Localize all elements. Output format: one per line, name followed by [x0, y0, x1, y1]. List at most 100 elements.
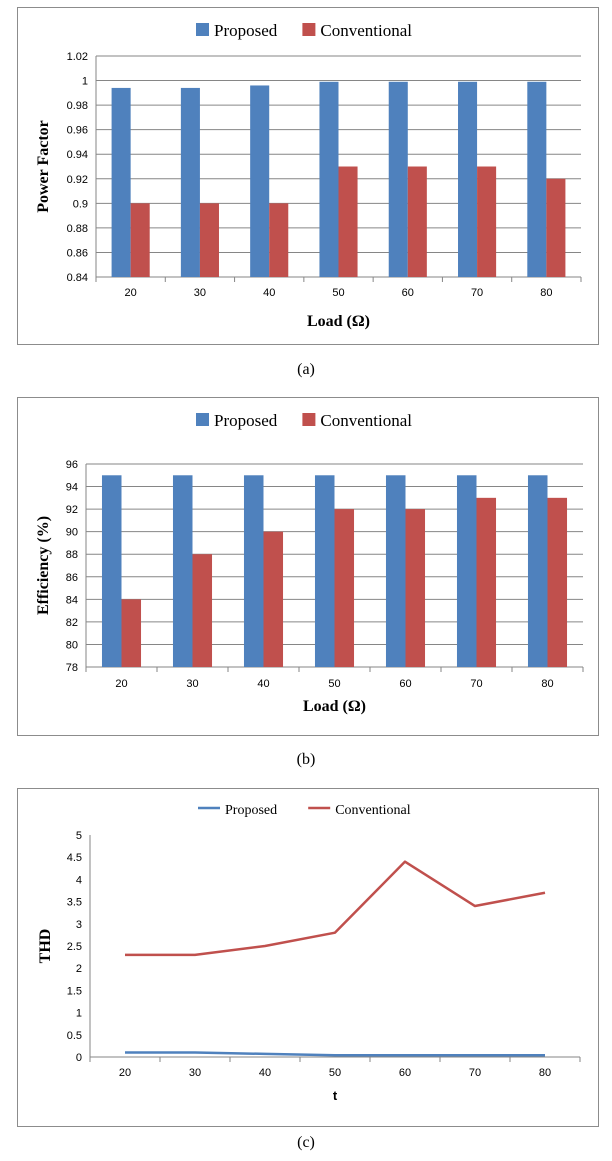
- y-tick-label: 0.5: [67, 1030, 82, 1042]
- bar-proposed: [319, 81, 339, 278]
- y-tick-label: 1: [76, 1008, 82, 1020]
- x-tick-label: 30: [194, 287, 206, 299]
- legend-swatch-proposed: [196, 23, 209, 36]
- y-tick-label: 86: [66, 572, 78, 584]
- y-tick-label: 3.5: [67, 897, 82, 909]
- x-tick-label: 20: [115, 678, 127, 690]
- y-axis-title: Efficiency (%): [35, 516, 52, 615]
- x-tick-label: 40: [259, 1067, 271, 1079]
- bar-proposed: [250, 85, 270, 277]
- x-tick-label: 50: [329, 1067, 341, 1079]
- caption-a: (a): [297, 361, 315, 378]
- y-tick-label: 0: [76, 1052, 82, 1064]
- y-tick-label: 2: [76, 963, 82, 975]
- y-tick-label: 80: [66, 639, 78, 651]
- y-tick-label: 1.02: [67, 51, 88, 63]
- legend-label-conventional: Conventional: [335, 803, 411, 818]
- y-tick-label: 88: [66, 549, 78, 561]
- bar-conventional: [547, 497, 568, 667]
- bar-conventional: [130, 203, 150, 277]
- y-tick-label: 0.88: [67, 223, 88, 235]
- y-tick-label: 0.98: [67, 100, 88, 112]
- x-tick-label: 60: [399, 678, 411, 690]
- legend-label-proposed: Proposed: [225, 803, 277, 818]
- legend-swatch-proposed: [196, 413, 209, 426]
- line-proposed: [125, 1051, 545, 1057]
- x-tick-label: 70: [469, 1067, 481, 1079]
- x-tick-label: 70: [470, 678, 482, 690]
- x-tick-label: 30: [186, 678, 198, 690]
- bar-conventional: [476, 497, 497, 667]
- bar-conventional: [477, 166, 497, 277]
- y-tick-label: 4.5: [67, 852, 82, 864]
- y-tick-label: 1.5: [67, 985, 82, 997]
- y-tick-label: 84: [66, 594, 78, 606]
- bar-conventional: [546, 178, 566, 277]
- bar-proposed: [527, 81, 547, 278]
- y-tick-label: 0.86: [67, 247, 88, 259]
- x-tick-label: 60: [399, 1067, 411, 1079]
- line-conventional: [125, 860, 546, 957]
- caption-b: (b): [296, 751, 316, 768]
- x-tick-label: 20: [119, 1067, 131, 1079]
- bar-proposed: [388, 81, 408, 278]
- y-tick-label: 94: [66, 482, 78, 494]
- bar-conventional: [121, 599, 142, 667]
- efficiency-chart: 78 80 82 84 86 88 90 92 94 96 20 30 40 50 60 70 80 Load (…: [17, 397, 599, 736]
- y-tick-label: 1: [82, 76, 88, 88]
- y-tick-label: 0.92: [67, 174, 88, 186]
- y-tick-label: 0.9: [73, 198, 88, 210]
- x-tick-label: 40: [257, 678, 269, 690]
- y-tick-label: 96: [66, 459, 78, 471]
- power-factor-chart: 0.84 0.86 0.88 0.9 0.92 0.94 0.96 0.98 1 1.02 20 30…: [17, 7, 599, 345]
- bar-proposed: [385, 475, 406, 667]
- efficiency-chart-svg: 78 80 82 84 86 88 90 92 94 96 20 30 40 50 60 70 80 Load (…: [35, 411, 584, 715]
- x-tick-label: 80: [539, 1067, 551, 1079]
- thd-chart-svg: 0 0.5 1 1.5 2 2.5 3 3.5 4 4.5 5 20 30 40 50 60 70 80 t THD P…: [37, 803, 581, 1103]
- x-tick-label: 50: [332, 287, 344, 299]
- x-tick-label: 30: [189, 1067, 201, 1079]
- bar-proposed: [527, 475, 548, 667]
- y-tick-label: 90: [66, 527, 78, 539]
- bar-conventional: [405, 509, 426, 667]
- bar-proposed: [172, 475, 193, 667]
- x-tick-label: 20: [125, 287, 137, 299]
- x-tick-label: 80: [540, 287, 552, 299]
- legend-swatch-conventional: [302, 23, 316, 36]
- bar-proposed: [458, 81, 478, 278]
- y-tick-label: 4: [76, 874, 82, 886]
- bar-proposed: [101, 475, 122, 667]
- bar-conventional: [338, 166, 358, 277]
- power-factor-chart-svg: 0.84 0.86 0.88 0.9 0.92 0.94 0.96 0.98 1 1.02 20 30…: [35, 21, 582, 330]
- x-axis-title: Load (Ω): [307, 313, 370, 330]
- x-tick-label: 50: [328, 678, 340, 690]
- y-axis-title: Power Factor: [35, 120, 52, 213]
- y-tick-label: 0.84: [67, 272, 88, 284]
- bar-conventional: [263, 531, 284, 667]
- y-tick-label: 0.96: [67, 125, 88, 137]
- y-tick-label: 0.94: [67, 149, 88, 161]
- y-tick-label: 82: [66, 617, 78, 629]
- x-tick-label: 70: [471, 287, 483, 299]
- caption-c: (c): [297, 1134, 315, 1151]
- bar-conventional: [334, 509, 355, 667]
- legend-label-proposed: Proposed: [214, 411, 278, 430]
- x-tick-label: 80: [541, 678, 553, 690]
- bar-proposed: [111, 87, 131, 277]
- bar-conventional: [407, 166, 427, 277]
- legend-label-conventional: Conventional: [320, 411, 412, 430]
- legend-label-proposed: Proposed: [214, 21, 278, 40]
- bar-proposed: [314, 475, 335, 667]
- thd-chart: 0 0.5 1 1.5 2 2.5 3 3.5 4 4.5 5 20 30 40 50 60 70 80 t THD P…: [17, 788, 599, 1127]
- legend-label-conventional: Conventional: [320, 21, 412, 40]
- legend-swatch-conventional: [302, 413, 316, 426]
- y-axis-title: THD: [37, 929, 54, 964]
- y-tick-label: 2.5: [67, 941, 82, 953]
- x-tick-label: 40: [263, 287, 275, 299]
- y-tick-label: 3: [76, 919, 82, 931]
- bar-proposed: [180, 87, 200, 277]
- x-tick-label: 60: [402, 287, 414, 299]
- bar-proposed: [243, 475, 264, 667]
- bar-conventional: [269, 203, 289, 277]
- x-axis-title: Load (Ω): [303, 698, 366, 715]
